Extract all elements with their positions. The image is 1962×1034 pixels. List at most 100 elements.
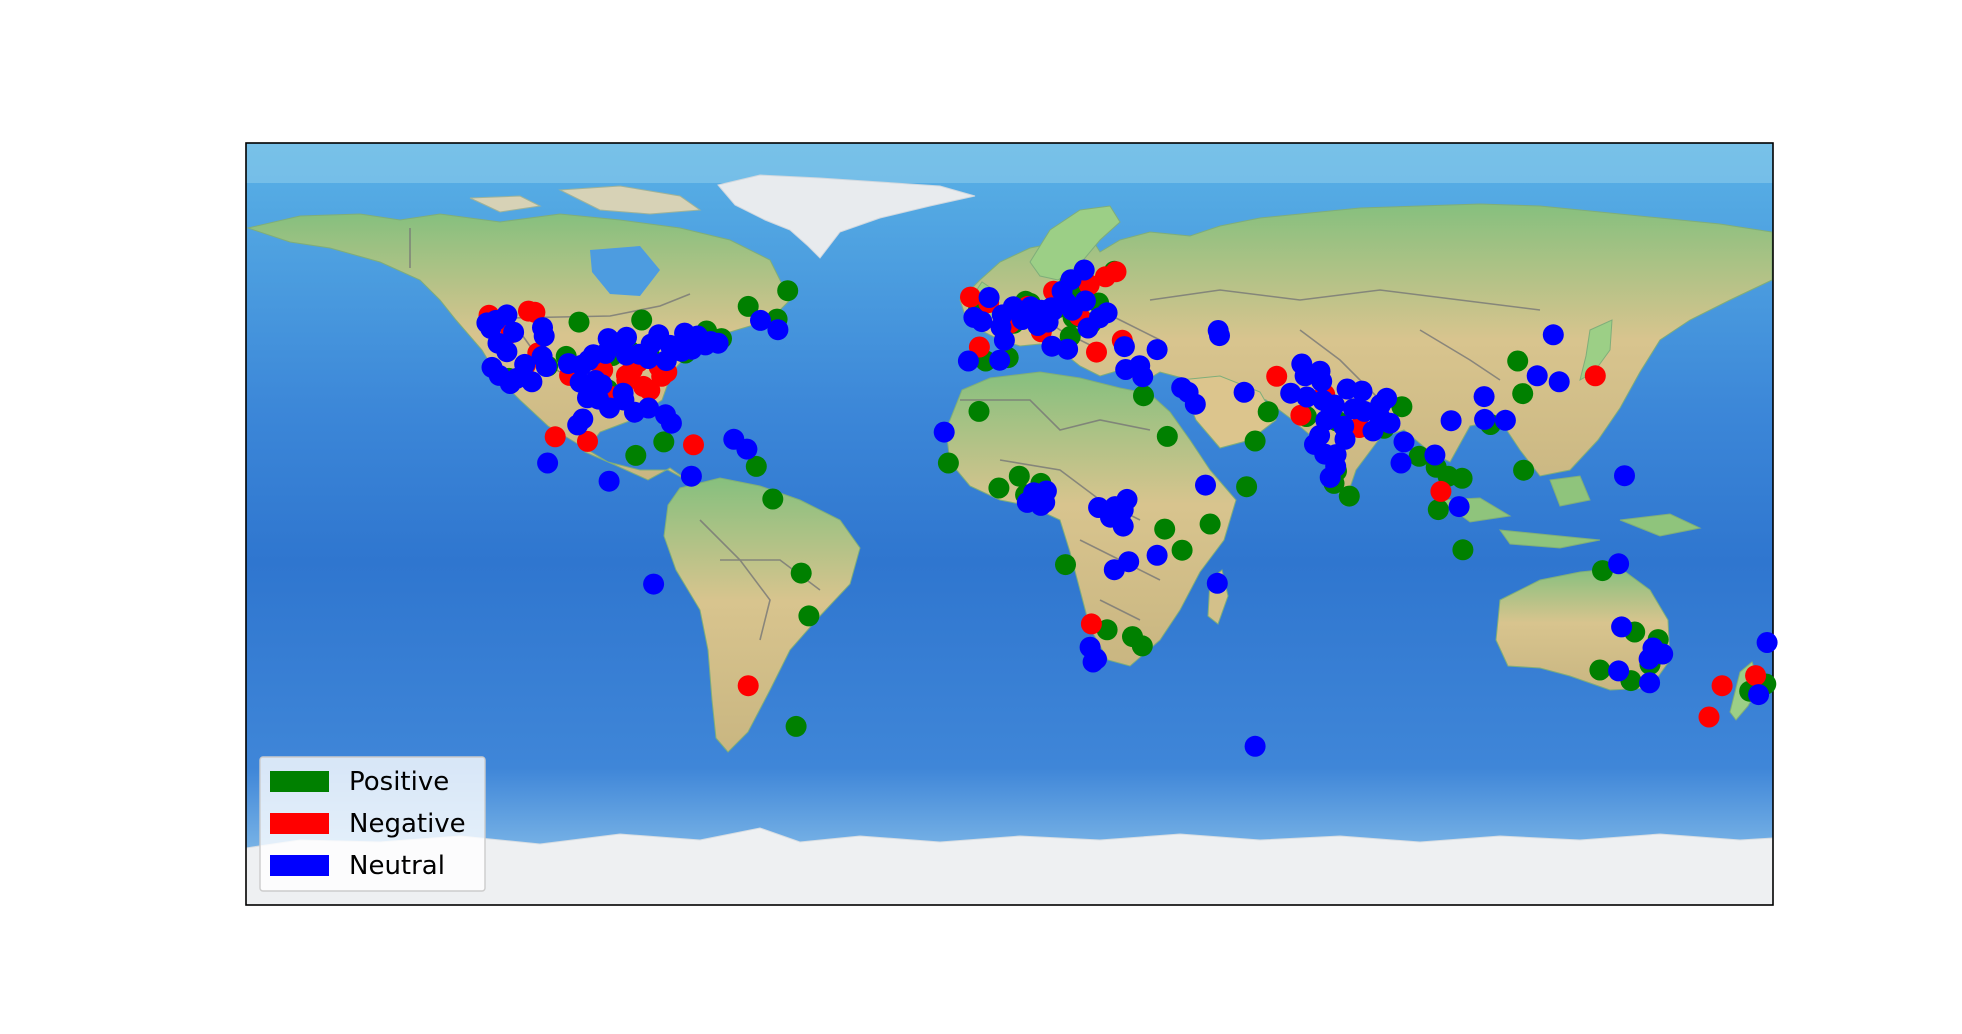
hudson-bay <box>590 246 660 296</box>
point-neutral <box>1526 365 1548 387</box>
point-neutral <box>532 317 553 339</box>
legend-swatch-negative <box>270 813 329 834</box>
point-neutral <box>1206 572 1228 594</box>
north-america <box>246 213 791 483</box>
arctic-shelf <box>246 143 1773 183</box>
point-neutral <box>598 470 620 492</box>
point-negative <box>1711 675 1733 697</box>
point-neutral <box>933 421 955 443</box>
point-neutral <box>989 349 1011 371</box>
point-neutral <box>1424 444 1446 466</box>
point-negative <box>544 426 566 448</box>
point-neutral <box>1390 452 1412 474</box>
greenland <box>717 174 976 259</box>
point-positive <box>762 488 784 510</box>
point-positive <box>1451 467 1473 489</box>
point-positive <box>1427 499 1449 521</box>
point-negative <box>1584 365 1606 387</box>
point-neutral <box>535 356 557 377</box>
arctic-islands-na <box>469 185 702 215</box>
point-positive <box>1171 539 1193 561</box>
point-neutral <box>1195 474 1216 496</box>
antarctica <box>246 827 1773 905</box>
point-neutral <box>1542 324 1564 346</box>
legend: Positive Negative Neutral <box>259 756 486 892</box>
point-positive <box>745 455 767 477</box>
point-positive <box>1512 383 1534 405</box>
point-neutral <box>1325 444 1347 466</box>
point-negative <box>1086 341 1107 363</box>
point-neutral <box>1073 259 1095 281</box>
series-neutral <box>476 259 1778 757</box>
point-neutral <box>1611 616 1633 638</box>
point-neutral <box>537 452 559 474</box>
point-neutral <box>750 309 771 331</box>
point-neutral <box>1207 320 1229 341</box>
point-negative <box>1430 480 1452 502</box>
point-neutral <box>1319 466 1341 488</box>
point-positive <box>737 295 759 317</box>
point-neutral <box>503 321 525 343</box>
point-neutral <box>1041 335 1063 357</box>
point-positive <box>568 311 590 333</box>
point-neutral <box>671 340 693 362</box>
point-positive <box>1592 560 1613 582</box>
legend-swatch-neutral <box>270 855 329 876</box>
point-positive <box>1257 401 1279 423</box>
point-positive <box>798 605 820 627</box>
point-positive <box>1199 513 1221 535</box>
point-neutral <box>1233 381 1255 403</box>
point-neutral <box>655 350 677 372</box>
point-neutral <box>971 311 993 333</box>
point-neutral <box>1362 420 1384 442</box>
point-neutral <box>680 465 702 487</box>
point-neutral <box>597 328 619 350</box>
point-neutral <box>557 353 579 375</box>
scandinavia <box>1029 205 1121 281</box>
point-neutral <box>1474 408 1496 430</box>
point-neutral <box>577 387 598 409</box>
point-positive <box>1131 635 1153 657</box>
point-neutral <box>1440 410 1462 432</box>
point-positive <box>625 444 647 466</box>
point-positive <box>1133 385 1154 407</box>
point-neutral <box>1379 412 1401 434</box>
point-positive <box>1156 425 1178 447</box>
point-neutral <box>567 414 589 436</box>
point-neutral <box>643 573 665 595</box>
point-neutral <box>1291 353 1313 375</box>
point-neutral <box>616 326 637 348</box>
point-neutral <box>1146 544 1168 566</box>
legend-swatch-positive <box>270 771 329 792</box>
point-neutral <box>1311 370 1333 392</box>
point-neutral <box>1112 515 1134 537</box>
point-neutral <box>1548 371 1570 393</box>
legend-label-positive: Positive <box>349 767 449 797</box>
point-neutral <box>638 348 659 369</box>
point-neutral <box>1639 672 1661 694</box>
point-negative <box>1094 266 1116 288</box>
point-neutral <box>1393 431 1415 453</box>
point-neutral <box>1296 386 1318 408</box>
point-neutral <box>1494 409 1516 431</box>
point-neutral <box>496 341 518 363</box>
south-america <box>663 477 861 753</box>
point-positive <box>1244 430 1266 452</box>
point-positive <box>1236 476 1258 498</box>
point-neutral <box>1334 428 1356 450</box>
point-negative <box>632 375 654 397</box>
point-neutral <box>1061 299 1083 321</box>
point-positive <box>653 431 675 453</box>
point-neutral <box>638 397 659 419</box>
point-neutral <box>1030 299 1052 321</box>
point-positive <box>937 452 959 474</box>
point-negative <box>577 430 598 452</box>
point-positive <box>1008 465 1030 487</box>
point-negative <box>1698 706 1720 728</box>
point-neutral <box>1113 336 1135 358</box>
point-negative <box>1290 404 1312 426</box>
point-neutral <box>1034 491 1056 513</box>
point-neutral <box>1473 386 1495 408</box>
point-neutral <box>1118 551 1140 573</box>
